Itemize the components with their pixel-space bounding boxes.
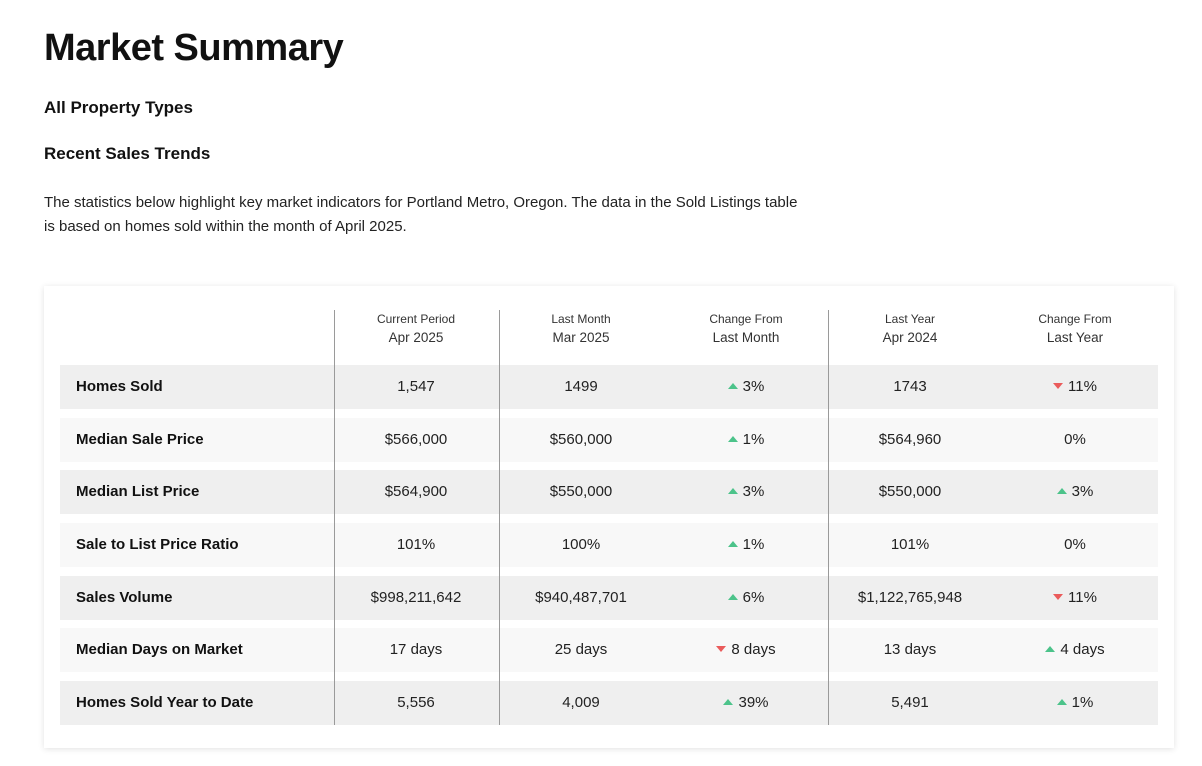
column-divider <box>334 310 335 725</box>
current-period-cell: $998,211,642 <box>370 589 462 606</box>
trend-up-icon <box>1056 699 1067 705</box>
column-header-line2: Apr 2024 <box>882 330 938 345</box>
change-value: 3% <box>1071 483 1094 500</box>
last-month-cell: 25 days <box>554 641 608 658</box>
current-period-cell: 1,547 <box>397 378 435 395</box>
change-from-last-month-cell: 8 days <box>666 628 826 672</box>
trend-up-icon <box>723 699 734 705</box>
last-year-cell: $564,960 <box>878 431 942 448</box>
last-month-cell: $550,000 <box>549 483 613 500</box>
last-year-cell: 101% <box>890 536 930 553</box>
change-from-last-month-cell: 6% <box>666 576 826 620</box>
property-type-heading: All Property Types <box>44 98 193 117</box>
last-year-cell: 13 days <box>883 641 937 658</box>
change-from-last-year-cell: 4 days <box>995 628 1155 672</box>
column-header-line1: Last Month <box>551 312 611 326</box>
column-header-last-month: Last Month Mar 2025 <box>501 310 661 365</box>
column-header-line2: Mar 2025 <box>552 330 610 345</box>
trend-up-icon <box>1056 488 1067 494</box>
current-period-cell: 17 days <box>389 641 443 658</box>
last-year-cell: 1743 <box>893 378 927 395</box>
trend-up-icon <box>727 383 738 389</box>
column-header-last-year: Last Year Apr 2024 <box>830 310 990 365</box>
page-title: Market Summary <box>44 27 344 69</box>
row-label: Homes Sold <box>76 378 163 395</box>
change-value: 0% <box>1064 431 1086 448</box>
table-row: Homes Sold 1,547 1499 3% 1743 11% <box>60 365 1158 409</box>
row-label: Sales Volume <box>76 589 173 606</box>
last-month-cell: $560,000 <box>549 431 613 448</box>
column-header-change-from-last-month: Change From Last Month <box>666 310 826 365</box>
trend-up-icon <box>1045 646 1056 652</box>
table-row: Median List Price $564,900 $550,000 3% $550,… <box>60 470 1158 514</box>
change-value: 39% <box>738 694 769 711</box>
change-value: 3% <box>742 483 765 500</box>
section-heading: Recent Sales Trends <box>44 144 211 163</box>
market-stats-card: Homes Sold 1,547 1499 3% 1743 11% Median Sale … <box>44 286 1174 748</box>
last-month-cell: 1499 <box>564 378 598 395</box>
column-header-change-from-last-year: Change From Last Year <box>995 310 1155 365</box>
table-row: Median Sale Price $566,000 $560,000 1% $564,… <box>60 418 1158 462</box>
column-header-line1: Last Year <box>884 312 936 326</box>
column-divider <box>499 310 500 725</box>
change-from-last-month-cell: 3% <box>666 470 826 514</box>
row-label: Median Sale Price <box>76 431 204 448</box>
last-year-cell: $1,122,765,948 <box>857 589 963 606</box>
change-from-last-month-cell: 3% <box>666 365 826 409</box>
last-year-cell: 5,491 <box>891 694 929 711</box>
change-value: 1% <box>742 431 765 448</box>
change-value: 1% <box>742 536 765 553</box>
trend-down-icon <box>716 646 727 652</box>
current-period-cell: $564,900 <box>384 483 448 500</box>
last-year-cell: $550,000 <box>878 483 942 500</box>
table-row: Median Days on Market 17 days 25 days 8 day… <box>60 628 1158 672</box>
last-month-cell: $940,487,701 <box>535 589 627 606</box>
last-month-cell: 100% <box>561 536 601 553</box>
column-header-line2: Last Year <box>1046 330 1104 345</box>
column-header-line1: Current Period <box>376 312 456 326</box>
last-month-cell: 4,009 <box>562 694 600 711</box>
change-from-last-year-cell: 3% <box>995 470 1155 514</box>
description-text: The statistics below highlight key marke… <box>44 194 798 235</box>
trend-up-icon <box>727 488 738 494</box>
change-value: 0% <box>1064 536 1086 553</box>
change-from-last-year-cell: 1% <box>995 681 1155 725</box>
row-label: Homes Sold Year to Date <box>76 694 254 711</box>
change-from-last-year-cell: 0% <box>995 418 1155 462</box>
row-label: Sale to List Price Ratio <box>76 536 239 553</box>
trend-down-icon <box>1053 594 1064 600</box>
change-from-last-month-cell: 1% <box>666 418 826 462</box>
change-from-last-year-cell: 11% <box>995 576 1155 620</box>
change-from-last-year-cell: 11% <box>995 365 1155 409</box>
trend-up-icon <box>727 594 738 600</box>
current-period-cell: $566,000 <box>384 431 448 448</box>
change-from-last-month-cell: 1% <box>666 523 826 567</box>
change-from-last-year-cell: 0% <box>995 523 1155 567</box>
change-value: 8 days <box>731 641 776 658</box>
column-header-line2: Apr 2025 <box>388 330 444 345</box>
column-divider <box>828 310 829 725</box>
table-row: Sale to List Price Ratio 101% 100% 1% 101% 0% <box>60 523 1158 567</box>
current-period-cell: 101% <box>396 536 436 553</box>
change-from-last-month-cell: 39% <box>666 681 826 725</box>
change-value: 11% <box>1068 589 1097 606</box>
change-value: 11% <box>1068 378 1097 395</box>
trend-up-icon <box>727 541 738 547</box>
change-value: 6% <box>742 589 765 606</box>
change-value: 4 days <box>1060 641 1105 658</box>
table-row: Homes Sold Year to Date 5,556 4,009 39% 5,49… <box>60 681 1158 725</box>
row-label: Median Days on Market <box>76 641 243 658</box>
table-row: Sales Volume $998,211,642 $940,487,701 6% $1… <box>60 576 1158 620</box>
column-header-line1: Change From <box>1038 312 1112 326</box>
current-period-cell: 5,556 <box>397 694 435 711</box>
change-value: 1% <box>1071 694 1094 711</box>
trend-up-icon <box>727 436 738 442</box>
change-value: 3% <box>742 378 765 395</box>
column-header-line2: Last Month <box>712 330 780 345</box>
row-label: Median List Price <box>76 483 200 500</box>
column-header-line1: Change From <box>709 312 783 326</box>
trend-down-icon <box>1053 383 1064 389</box>
column-header-current-period: Current Period Apr 2025 <box>336 310 496 365</box>
